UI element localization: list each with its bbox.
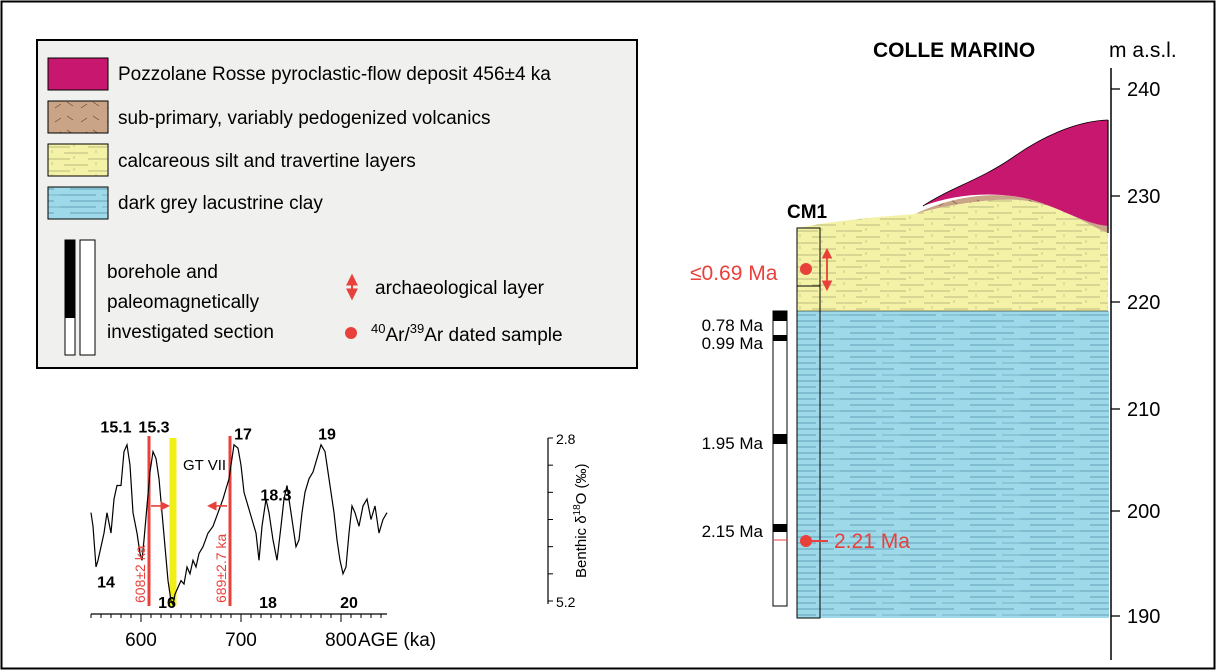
arch-layer-label: archaeological layer: [375, 278, 545, 299]
y-tick-label-2-8: 2.8: [556, 431, 576, 447]
stratigraphic-section: COLLE MARINO m a.s.l. 240 230 220 210 20…: [690, 39, 1177, 660]
y-axis-label: Benthic δ18O (‰): [572, 463, 590, 578]
topography-line: [922, 119, 1109, 207]
mis-label-17: 17: [234, 426, 252, 443]
isotope-chart: GT VII 608±2 ka 689±2.7 ka 15.1 15.3 17 18.3 19…: [90, 420, 590, 651]
legend-label-silt: calcareous silt and travertine layers: [118, 151, 416, 172]
mis-label-16: 16: [158, 595, 176, 612]
elev-tick-200: 200: [1127, 501, 1160, 523]
borehole-symbol-black: [65, 240, 75, 318]
gt-vii-band: [169, 438, 177, 606]
borehole-label-3: investigated section: [107, 322, 274, 343]
mis-label-18-3: 18.3: [260, 487, 291, 504]
dated-sample-dot-icon: [345, 327, 357, 339]
elevation-ticks: 240 230 220 210 200 190: [1111, 79, 1160, 628]
mis-label-19: 19: [318, 426, 336, 443]
x-tick-label-700: 700: [225, 630, 257, 651]
section-symbol: [79, 239, 96, 356]
elev-tick-220: 220: [1127, 292, 1160, 314]
legend-label-pozzolane: Pozzolane Rosse pyroclastic-flow deposit…: [118, 64, 551, 85]
borehole-label-2: paleomagnetically: [107, 292, 260, 313]
cm1-borehole-column: [796, 227, 821, 619]
elev-tick-190: 190: [1127, 606, 1160, 628]
swatch-pink: [47, 57, 109, 91]
section-title: COLLE MARINO: [873, 39, 1035, 62]
paleomag-black-099: [773, 335, 787, 341]
borehole-label-1: borehole and: [107, 262, 218, 283]
paleomag-black-215: [773, 524, 787, 532]
x-tick-label-600: 600: [125, 630, 157, 651]
mis-label-14: 14: [97, 574, 115, 591]
swatch-brown: [47, 100, 109, 134]
paleomag-black-195: [773, 434, 787, 444]
dated-sample-1: [800, 263, 812, 275]
dated-sample-label: 40Ar/39Ar dated sample: [371, 321, 563, 346]
x-tick-label-800: 800: [325, 630, 357, 651]
isotope-curve: [90, 442, 388, 607]
mis-label-20: 20: [340, 595, 358, 612]
age-label-221: 2.21 Ma: [834, 530, 910, 553]
age-label-078: 0.78 Ma: [702, 316, 764, 335]
silt-unit: [797, 199, 1108, 311]
y-tick-label-5-2: 5.2: [556, 594, 576, 610]
legend-label-volcanics: sub-primary, variably pedogenized volcan…: [118, 108, 490, 129]
age-marker-label-0: 608±2 ka: [132, 545, 148, 603]
elevation-unit: m a.s.l.: [1109, 39, 1177, 62]
elev-tick-240: 240: [1127, 79, 1160, 101]
age-label-215: 2.15 Ma: [702, 522, 764, 541]
legend-box: [36, 39, 638, 369]
clay-unit: [797, 311, 1109, 618]
elev-tick-230: 230: [1127, 186, 1160, 208]
mis-label-15-1: 15.1: [100, 420, 131, 437]
paleomag-column: [772, 310, 788, 607]
age-label-le069: ≤0.69 Ma: [690, 262, 778, 285]
paleomag-black-078: [773, 311, 787, 321]
mis-label-18: 18: [259, 595, 277, 612]
age-marker-label-1: 689±2.7 ka: [213, 534, 229, 603]
elev-tick-210: 210: [1127, 399, 1160, 421]
legend: Pozzolane Rosse pyroclastic-flow deposit…: [36, 39, 638, 369]
swatch-yellow: [47, 143, 109, 177]
mis-label-15-3: 15.3: [138, 420, 169, 437]
x-axis-label: AGE (ka): [358, 630, 436, 651]
age-label-195: 1.95 Ma: [702, 434, 764, 453]
cm1-label: CM1: [787, 202, 828, 223]
gt-vii-label: GT VII: [183, 457, 226, 474]
swatch-blue: [47, 186, 109, 220]
age-label-099: 0.99 Ma: [702, 334, 764, 353]
pozzolane-unit: [923, 120, 1108, 226]
legend-label-clay: dark grey lacustrine clay: [118, 193, 323, 214]
